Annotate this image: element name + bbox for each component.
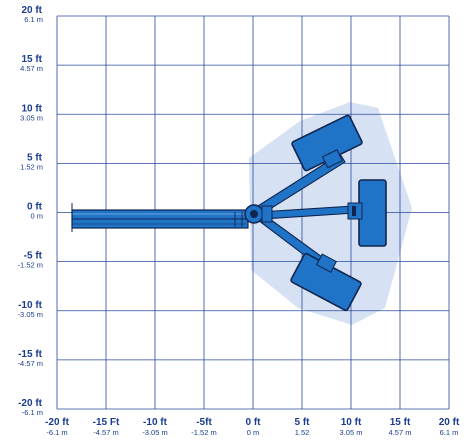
telescopic-boom [71,203,249,232]
upper-outrigger-pad [291,114,363,172]
x-tick-label-ft: -10 ft [143,417,168,428]
y-tick-label-ft: -10 ft [18,300,43,311]
y-tick-label-ft: 0 ft [27,202,43,213]
y-tick-label-m: 0 m [30,212,43,221]
y-tick-label-ft: 20 ft [21,5,42,16]
x-tick-label-ft: 5 ft [295,417,311,428]
x-tick-label-m: 0 m [247,428,260,437]
y-tick-label-m: -3.05 m [18,310,43,319]
pivot-hub [244,204,273,224]
y-tick-label-ft: 5 ft [27,152,43,163]
x-tick-label-m: 6.1 m [440,428,459,437]
x-tick-label-ft: 10 ft [341,417,362,428]
y-tick-label-m: -6.1 m [22,408,43,417]
y-tick-label-ft: 15 ft [21,54,42,65]
x-tick-label-m: -3.05 m [142,428,167,437]
x-tick-label-ft: -5ft [196,417,212,428]
x-tick-label-ft: 0 ft [246,417,262,428]
x-tick-label-ft: 20 ft [439,417,460,428]
right-outrigger-pad [347,179,387,247]
y-tick-label-m: -1.52 m [18,261,43,270]
x-tick-label-ft: -20 ft [45,417,70,428]
x-tick-label-ft: -15 Ft [93,417,120,428]
x-tick-label-m: 4.57 m [389,428,412,437]
y-tick-label-ft: -5 ft [24,251,43,262]
y-tick-label-m: -4.57 m [18,359,43,368]
lower-outrigger-pad [290,252,362,312]
y-tick-label-ft: 10 ft [21,103,42,114]
y-tick-label-m: 4.57 m [20,64,43,73]
y-tick-label-m: 1.52 m [20,162,43,171]
x-tick-label-m: -1.52 m [191,428,216,437]
x-tick-label-m: 3.05 m [340,428,363,437]
y-axis-labels: 20 ft6.1 m 15 ft4.57 m 10 ft3.05 m 5 ft1.52… [18,5,43,417]
x-axis-labels: -20 ft-6.1 m -15 Ft-4.57 m -10 ft-3.05 m -5… [45,417,460,437]
y-tick-label-m: 6.1 m [24,15,43,24]
x-tick-label-m: 1.52 [295,428,310,437]
x-tick-label-m: -6.1 m [46,428,67,437]
y-tick-label-ft: -20 ft [18,398,43,409]
y-tick-label-m: 3.05 m [20,113,43,122]
x-tick-label-m: -4.57 m [93,428,118,437]
x-tick-label-ft: 15 ft [390,417,411,428]
y-tick-label-ft: -15 ft [18,349,43,360]
